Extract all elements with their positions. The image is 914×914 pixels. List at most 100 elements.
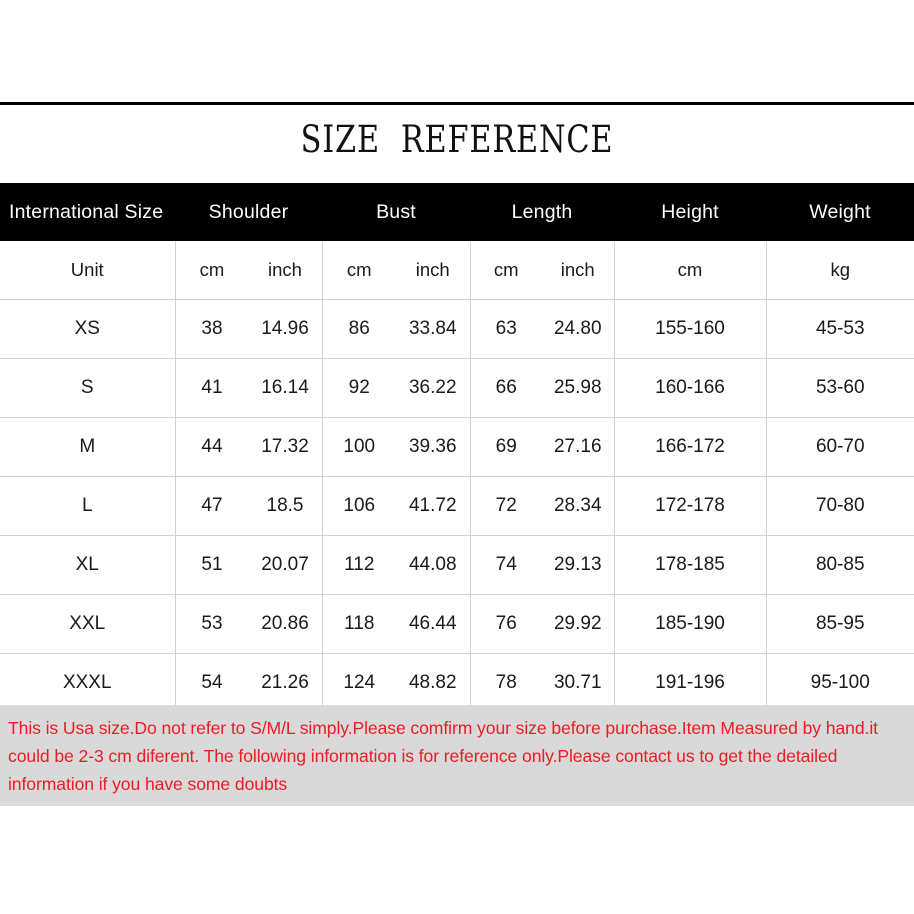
table-body: Unit cm inch cm inch cm inch	[0, 241, 914, 712]
cell-shoulder: 54 21.26	[175, 653, 323, 712]
cell-weight: 80-85	[766, 535, 914, 595]
table-row: XXL 53 20.86 118 46.44 76 29	[0, 594, 914, 654]
table-row-unit: Unit cm inch cm inch cm inch	[0, 241, 914, 300]
cell-height: 172-178	[614, 476, 767, 536]
pair-length: 69 27.16	[471, 418, 614, 476]
cell-bust: 92 36.22	[322, 358, 471, 418]
cell-bust: 106 41.72	[322, 476, 471, 536]
cell-height: 155-160	[614, 299, 767, 359]
column-header-shoulder: Shoulder	[208, 200, 289, 223]
table-row: XL 51 20.07 112 44.08 74 29.	[0, 535, 914, 595]
pair-shoulder-units: cm inch	[176, 241, 322, 299]
value-bust-cm: 86	[348, 318, 370, 339]
cell-unit-length: cm inch	[470, 241, 615, 300]
value-bust-inch: 39.36	[408, 436, 457, 457]
cell-shoulder: 41 16.14	[175, 358, 323, 418]
pair-length: 66 25.98	[471, 359, 614, 417]
pair-length-units: cm inch	[471, 241, 614, 299]
value-shoulder-inch: 20.86	[261, 613, 309, 634]
value-length-cm: 69	[495, 436, 517, 457]
value-length-inch: 25.98	[553, 377, 602, 398]
pair-bust-units: cm inch	[323, 241, 470, 299]
table-row: XS 38 14.96 86 33.84 63 24.8	[0, 299, 914, 359]
page-title: SIZE REFERENCE	[300, 118, 614, 161]
cell-size: XS	[0, 299, 176, 359]
pair-length: 74 29.13	[471, 536, 614, 594]
value-bust-cm: 118	[344, 613, 375, 634]
value-bust-cm: 92	[348, 377, 370, 398]
cell-length: 72 28.34	[470, 476, 615, 536]
value-shoulder-cm: 47	[201, 495, 223, 516]
value-bust-inch: 36.22	[408, 377, 457, 398]
pair-bust: 124 48.82	[323, 654, 470, 712]
cell-shoulder: 51 20.07	[175, 535, 323, 595]
value-length-inch: 28.34	[553, 495, 602, 516]
cell-size: L	[0, 476, 176, 536]
cell-height: 160-166	[614, 358, 767, 418]
value-length-inch: 27.16	[553, 436, 602, 457]
cell-size: XL	[0, 535, 176, 595]
table-row: L 47 18.5 106 41.72 72 28.34	[0, 476, 914, 536]
unit-bust-inch: inch	[415, 259, 450, 280]
unit-bust-cm: cm	[346, 259, 372, 280]
value-length-inch: 24.80	[553, 318, 602, 339]
pair-shoulder: 41 16.14	[176, 359, 322, 417]
value-length-cm: 72	[495, 495, 517, 516]
cell-unit-label: Unit	[0, 241, 176, 300]
cell-shoulder: 53 20.86	[175, 594, 323, 654]
value-length-inch: 30.71	[553, 672, 602, 693]
cell-length: 76 29.92	[470, 594, 615, 654]
value-shoulder-cm: 41	[201, 377, 223, 398]
value-length-cm: 66	[495, 377, 517, 398]
value-bust-cm: 106	[343, 495, 376, 516]
column-header-bust: Bust	[376, 200, 416, 223]
cell-bust: 124 48.82	[322, 653, 471, 712]
pair-bust: 106 41.72	[323, 477, 470, 535]
pair-bust: 118 46.44	[323, 595, 470, 653]
unit-shoulder-inch: inch	[268, 259, 302, 280]
pair-shoulder: 53 20.86	[176, 595, 322, 653]
disclaimer-text: This is Usa size.Do not refer to S/M/L s…	[8, 718, 883, 794]
cell-length: 63 24.80	[470, 299, 615, 359]
cell-weight: 70-80	[766, 476, 914, 536]
value-shoulder-inch: 18.5	[266, 495, 304, 516]
pair-length: 63 24.80	[471, 300, 614, 358]
unit-length-cm: cm	[493, 259, 519, 280]
value-length-inch: 29.92	[553, 613, 602, 634]
pair-length: 76 29.92	[471, 595, 614, 653]
value-bust-inch: 41.72	[408, 495, 457, 516]
value-length-cm: 63	[495, 318, 517, 339]
cell-length: 66 25.98	[470, 358, 615, 418]
cell-shoulder: 38 14.96	[175, 299, 323, 359]
cell-size: XXXL	[0, 653, 176, 712]
value-length-cm: 78	[495, 672, 517, 693]
value-shoulder-inch: 21.26	[261, 672, 309, 693]
pair-bust: 92 36.22	[323, 359, 470, 417]
pair-shoulder: 47 18.5	[176, 477, 322, 535]
column-header-height: Height	[661, 200, 719, 223]
value-length-cm: 74	[495, 554, 517, 575]
cell-size: M	[0, 417, 176, 477]
column-header-weight: Weight	[809, 200, 871, 223]
cell-length: 74 29.13	[470, 535, 615, 595]
unit-length-inch: inch	[560, 259, 595, 280]
pair-bust: 112 44.08	[323, 536, 470, 594]
cell-weight: 45-53	[766, 299, 914, 359]
cell-length: 69 27.16	[470, 417, 615, 477]
column-header-length: Length	[511, 200, 573, 223]
value-bust-cm: 124	[343, 672, 376, 693]
top-divider-rule	[0, 102, 914, 105]
cell-weight: 53-60	[766, 358, 914, 418]
table-row: XXXL 54 21.26 124 48.82 78 3	[0, 653, 914, 712]
cell-length: 78 30.71	[470, 653, 615, 712]
pair-bust: 100 39.36	[323, 418, 470, 476]
cell-shoulder: 47 18.5	[175, 476, 323, 536]
column-header-international-size: International Size	[9, 200, 164, 223]
value-shoulder-cm: 38	[201, 318, 223, 339]
cell-unit-weight: kg	[766, 241, 914, 300]
cell-weight: 95-100	[810, 672, 870, 693]
value-bust-inch: 44.08	[408, 554, 457, 575]
cell-height: 191-196	[614, 653, 767, 712]
value-length-inch: 29.13	[553, 554, 602, 575]
